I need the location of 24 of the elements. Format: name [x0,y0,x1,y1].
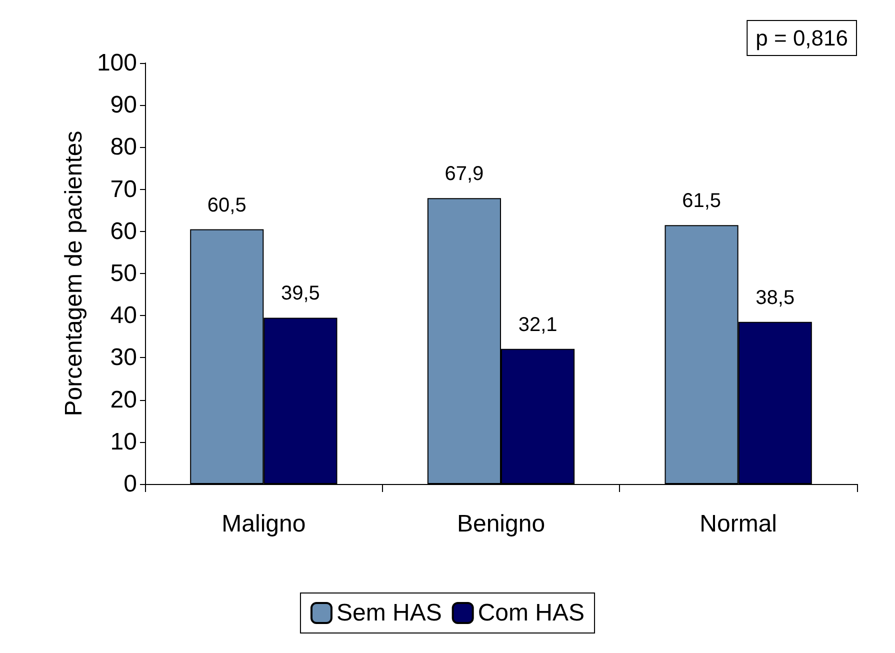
data-label: 38,5 [756,286,795,309]
data-label: 60,5 [207,194,246,216]
y-tick-label: 70 [110,176,137,203]
data-label: 67,9 [444,163,484,186]
y-tick-label: 10 [110,428,137,456]
text: p = 0,816 [756,26,848,50]
data-label: 61,5 [682,190,722,212]
y-tick-label: 60 [110,218,137,245]
y-tick-label: 0 [124,470,137,498]
legend-label: Com HAS [478,600,585,626]
y-axis-title: Porcentagem de pacientes [60,130,88,416]
legend-label: Sem HAS [336,600,442,626]
x-tick-label: Normal [700,510,778,538]
y-tick-label: 20 [110,386,137,414]
data-label: 39,5 [280,282,320,305]
y-tick-label: 90 [110,92,137,119]
x-tick-label: Benigno [456,510,546,538]
y-tick-label: 100 [96,50,137,76]
y-tick-label: 50 [110,260,137,287]
x-tick-label: Maligno [222,510,306,538]
y-tick-label: 30 [110,344,137,372]
data-label: 32,1 [518,314,558,336]
y-tick-label: 40 [110,302,137,330]
y-tick-label: 80 [110,134,137,161]
